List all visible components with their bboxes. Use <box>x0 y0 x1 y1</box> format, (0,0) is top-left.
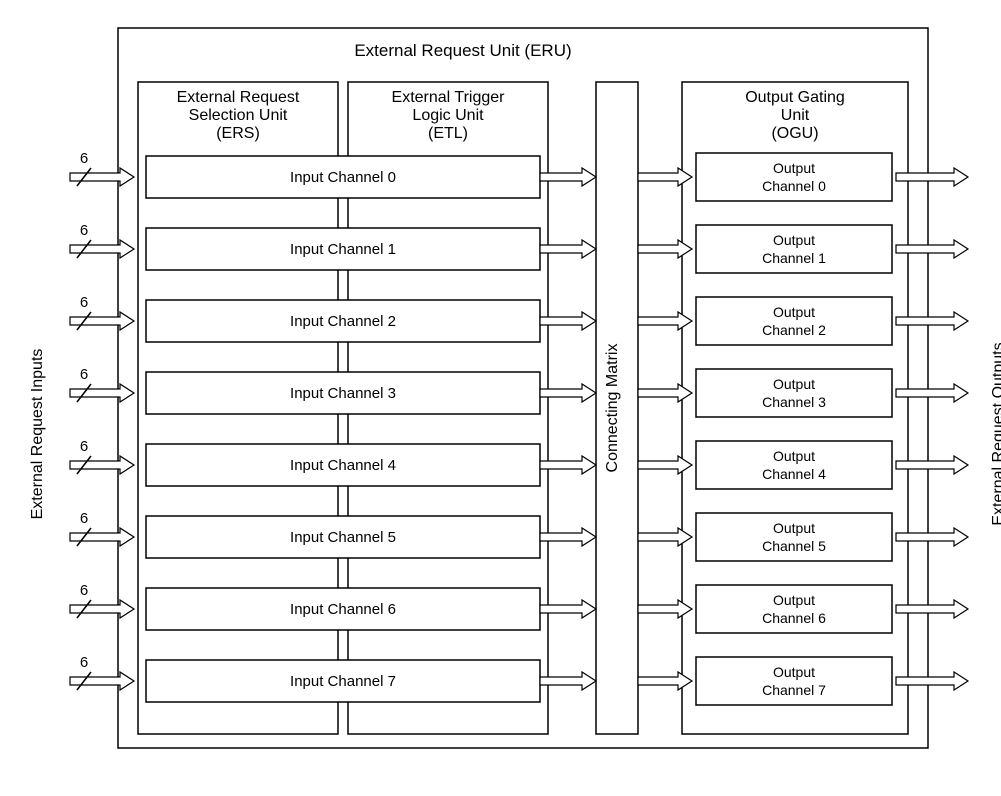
output-channel-label-b-7: Channel 7 <box>762 682 826 698</box>
input-channel-label-4: Input Channel 4 <box>290 457 396 474</box>
connecting-matrix-label: Connecting Matrix <box>604 344 621 473</box>
bus-width-label-0: 6 <box>80 150 88 167</box>
output-channel-label-b-2: Channel 2 <box>762 322 826 338</box>
etl-title-line-2: (ETL) <box>428 125 468 142</box>
output-channel-label-a-4: Output <box>773 448 815 464</box>
ers-title-line-1: Selection Unit <box>189 107 288 124</box>
left-side-label: External Request Inputs <box>29 349 46 520</box>
input-channel-label-1: Input Channel 1 <box>290 241 396 258</box>
output-channel-label-b-1: Channel 1 <box>762 250 826 266</box>
ers-title-line-2: (ERS) <box>216 125 260 142</box>
bus-width-label-3: 6 <box>80 366 88 383</box>
output-channel-label-b-6: Channel 6 <box>762 610 826 626</box>
input-channel-label-5: Input Channel 5 <box>290 529 396 546</box>
input-channel-label-3: Input Channel 3 <box>290 385 396 402</box>
output-channel-label-a-7: Output <box>773 664 815 680</box>
input-channel-label-0: Input Channel 0 <box>290 169 396 186</box>
ogu-title-line-1: Unit <box>781 107 810 124</box>
ogu-title-line-0: Output Gating <box>745 89 845 106</box>
output-channel-label-a-3: Output <box>773 376 815 392</box>
input-channel-label-7: Input Channel 7 <box>290 673 396 690</box>
output-channel-label-b-4: Channel 4 <box>762 466 826 482</box>
ers-title-line-0: External Request <box>177 89 300 106</box>
eru-title: External Request Unit (ERU) <box>354 41 571 60</box>
output-channel-label-a-6: Output <box>773 592 815 608</box>
bus-width-label-1: 6 <box>80 222 88 239</box>
input-channel-label-2: Input Channel 2 <box>290 313 396 330</box>
bus-width-label-6: 6 <box>80 582 88 599</box>
output-channel-label-a-2: Output <box>773 304 815 320</box>
output-channel-label-a-0: Output <box>773 160 815 176</box>
output-channel-label-b-0: Channel 0 <box>762 178 826 194</box>
input-channel-label-6: Input Channel 6 <box>290 601 396 618</box>
ogu-title-line-2: (OGU) <box>771 125 818 142</box>
bus-width-label-7: 6 <box>80 654 88 671</box>
etl-title-line-0: External Trigger <box>392 89 506 106</box>
bus-width-label-2: 6 <box>80 294 88 311</box>
etl-title-line-1: Logic Unit <box>412 107 484 124</box>
output-channel-label-b-3: Channel 3 <box>762 394 826 410</box>
bus-width-label-4: 6 <box>80 438 88 455</box>
eru-diagram: External Request Unit (ERU) External Requ… <box>20 20 1001 776</box>
right-side-label: External Request Outputs <box>990 342 1001 525</box>
output-channel-label-a-1: Output <box>773 232 815 248</box>
output-channel-label-b-5: Channel 5 <box>762 538 826 554</box>
bus-width-label-5: 6 <box>80 510 88 527</box>
output-channel-label-a-5: Output <box>773 520 815 536</box>
